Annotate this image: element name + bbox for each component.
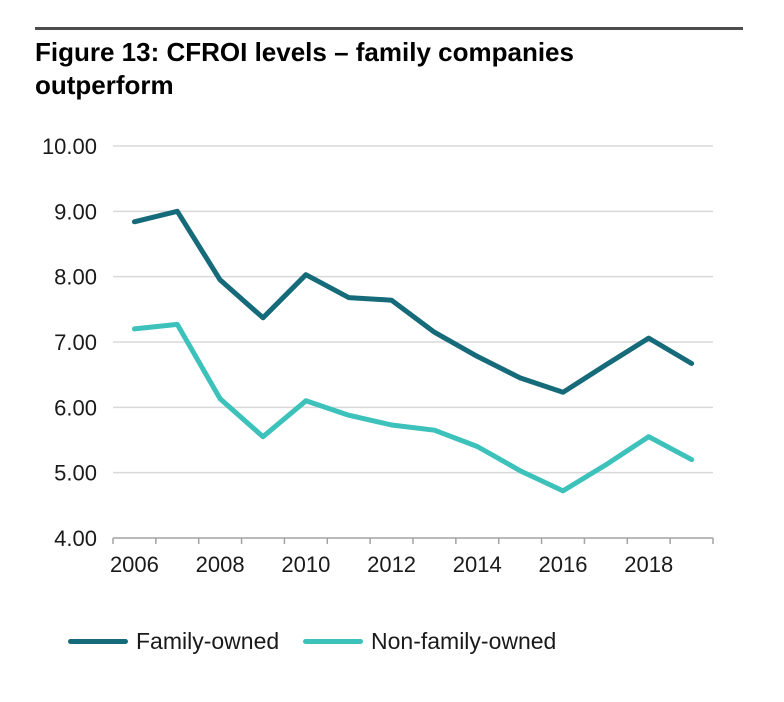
- x-tick-label: 2006: [110, 552, 159, 577]
- x-tick-label: 2012: [367, 552, 416, 577]
- title-rule: [35, 27, 743, 30]
- x-tick-label: 2014: [453, 552, 502, 577]
- legend-label-non-family-owned: Non-family-owned: [371, 627, 557, 654]
- legend-label-family-owned: Family-owned: [136, 627, 280, 654]
- series-line-family-owned: [131, 208, 695, 395]
- y-tick-label: 7.00: [54, 330, 97, 355]
- y-tick-label: 5.00: [54, 461, 97, 486]
- x-tick-label: 2016: [539, 552, 588, 577]
- legend-item-family-owned: Family-owned: [68, 627, 279, 655]
- legend-item-non-family-owned: Non-family-owned: [303, 627, 556, 655]
- series-line-non-family-owned: [131, 321, 695, 494]
- legend-swatch-non-family-owned: [303, 638, 363, 644]
- y-tick-label: 9.00: [54, 199, 97, 224]
- x-tick-label: 2008: [196, 552, 245, 577]
- line-chart: 10.00 9.00 8.00 7.00 6.00 5.00 4.00 2006 2008 201…: [0, 120, 784, 590]
- y-tick-label: 6.00: [54, 395, 97, 420]
- x-tick-label: 2010: [281, 552, 330, 577]
- line-chart-svg: 10.00 9.00 8.00 7.00 6.00 5.00 4.00 2006 2008 201…: [42, 134, 714, 577]
- y-tick-label: 8.00: [54, 265, 97, 290]
- y-tick-label: 4.00: [54, 526, 97, 551]
- y-tick-label: 10.00: [42, 134, 97, 159]
- figure-title: Figure 13: CFROI levels – family compani…: [35, 37, 574, 100]
- x-tick-label: 2018: [624, 552, 673, 577]
- chart-legend: Family-owned Non-family-owned: [0, 627, 784, 655]
- legend-swatch-family-owned: [68, 638, 128, 644]
